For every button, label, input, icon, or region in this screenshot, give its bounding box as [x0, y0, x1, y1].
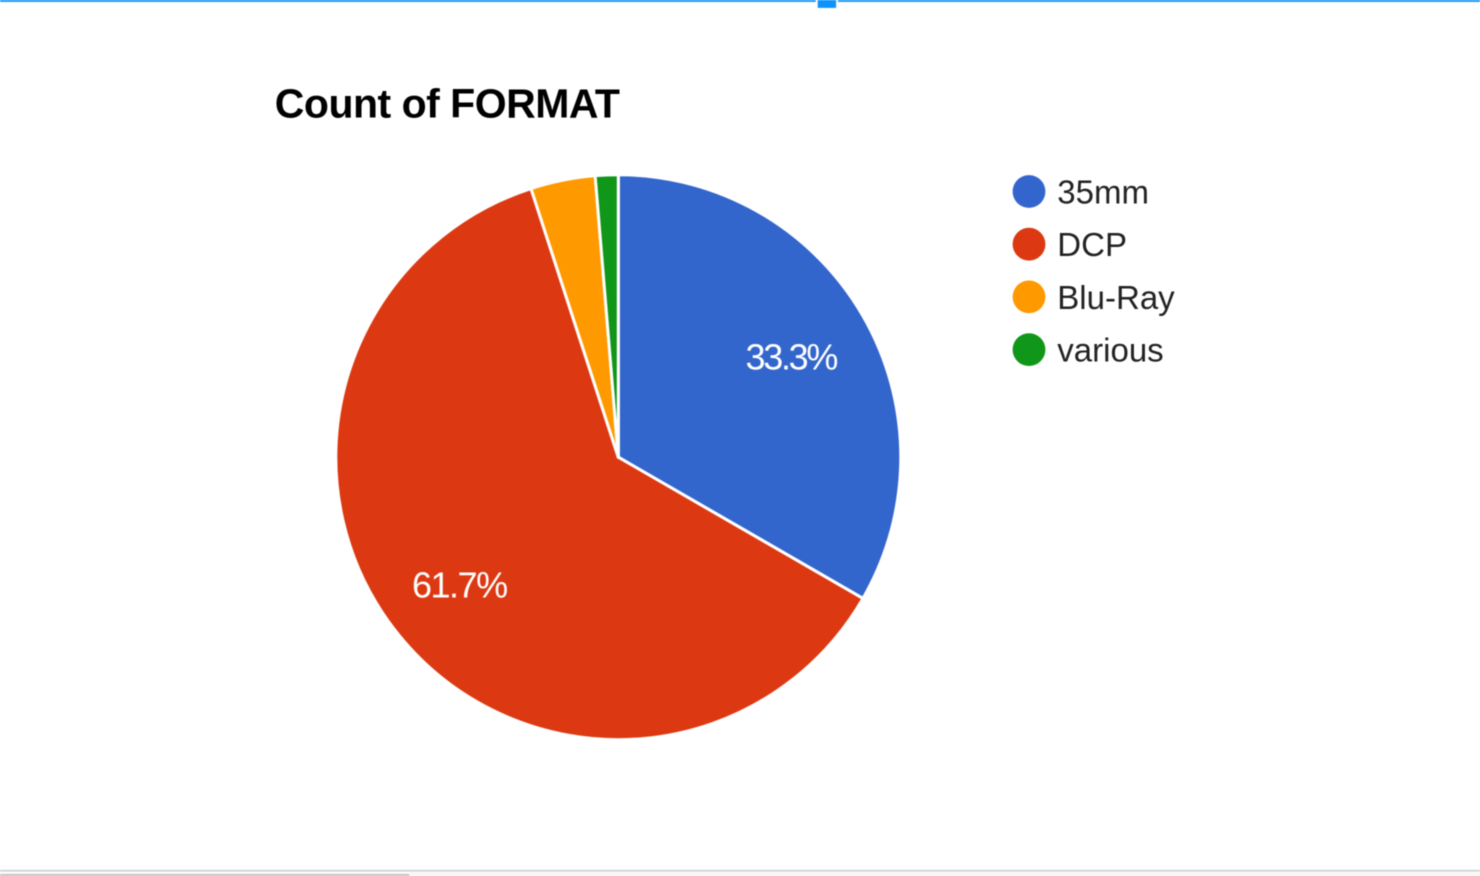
svg-text:35mm: 35mm	[1057, 174, 1149, 211]
svg-text:Blu-Ray: Blu-Ray	[1057, 279, 1175, 316]
svg-text:DCP: DCP	[1057, 226, 1127, 263]
svg-text:Count of FORMAT: Count of FORMAT	[275, 80, 620, 126]
svg-text:33.3%: 33.3%	[746, 337, 838, 378]
svg-text:various: various	[1057, 332, 1163, 369]
svg-text:61.7%: 61.7%	[412, 565, 507, 606]
